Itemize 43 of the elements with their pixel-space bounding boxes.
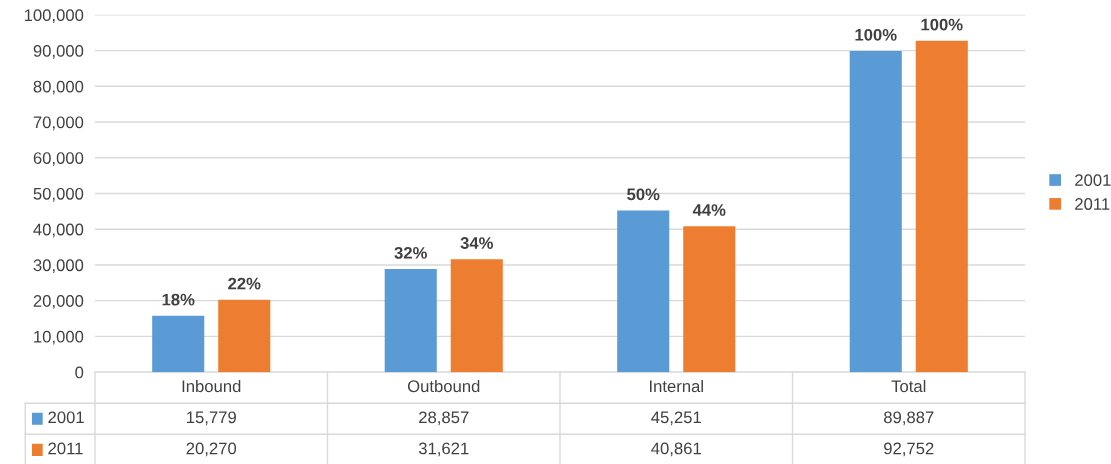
- y-tick-label: 100,000: [24, 9, 84, 24]
- y-tick-label: 80,000: [33, 80, 84, 95]
- data-label: 31,621: [418, 442, 469, 457]
- annotation: 50%: [627, 188, 660, 201]
- annotation: 100%: [855, 28, 897, 41]
- x-tick-label: Inbound: [182, 379, 241, 393]
- y-tick-label: 0: [75, 366, 84, 379]
- y-tick-label: 60,000: [33, 152, 84, 166]
- y-tick-label: 50,000: [33, 187, 84, 202]
- annotation: 18%: [162, 293, 195, 306]
- data-label: 40,861: [651, 442, 701, 457]
- annotation: 34%: [460, 237, 493, 249]
- data-label: 92,752: [884, 442, 934, 457]
- y-tick-label: 20,000: [33, 295, 84, 309]
- y-tick-label: 90,000: [33, 44, 84, 59]
- x-tick-label: Internal: [650, 379, 703, 393]
- annotation: 100%: [921, 18, 963, 31]
- x-tick-label: Total: [891, 379, 926, 393]
- bar: [450, 259, 503, 373]
- bar: [384, 269, 437, 373]
- annotation: 44%: [692, 204, 726, 216]
- data-label: 89,887: [883, 411, 934, 426]
- y-tick-label: 10,000: [34, 330, 84, 345]
- legend-label: 2001: [48, 411, 84, 424]
- y-tick-label: 30,000: [33, 259, 84, 274]
- data-label: 28,857: [419, 411, 469, 426]
- bar: [849, 50, 902, 373]
- data-label: 45,251: [651, 411, 701, 426]
- text: 2011: [48, 442, 83, 455]
- x-tick-label: Outbound: [407, 379, 480, 393]
- bar: [683, 226, 736, 373]
- legend-label: 2011: [1075, 198, 1110, 210]
- data-label: 15,779: [187, 411, 236, 426]
- text: 2001: [1075, 174, 1111, 187]
- bar: [152, 315, 205, 373]
- y-tick-label: 70,000: [33, 116, 84, 131]
- annotation: 32%: [394, 246, 427, 259]
- annotation: 22%: [228, 277, 261, 290]
- data-label: 20,270: [186, 442, 237, 457]
- bar: [218, 299, 271, 373]
- bar: [617, 210, 670, 373]
- bar: [915, 40, 968, 373]
- y-tick-label: 40,000: [33, 223, 84, 238]
